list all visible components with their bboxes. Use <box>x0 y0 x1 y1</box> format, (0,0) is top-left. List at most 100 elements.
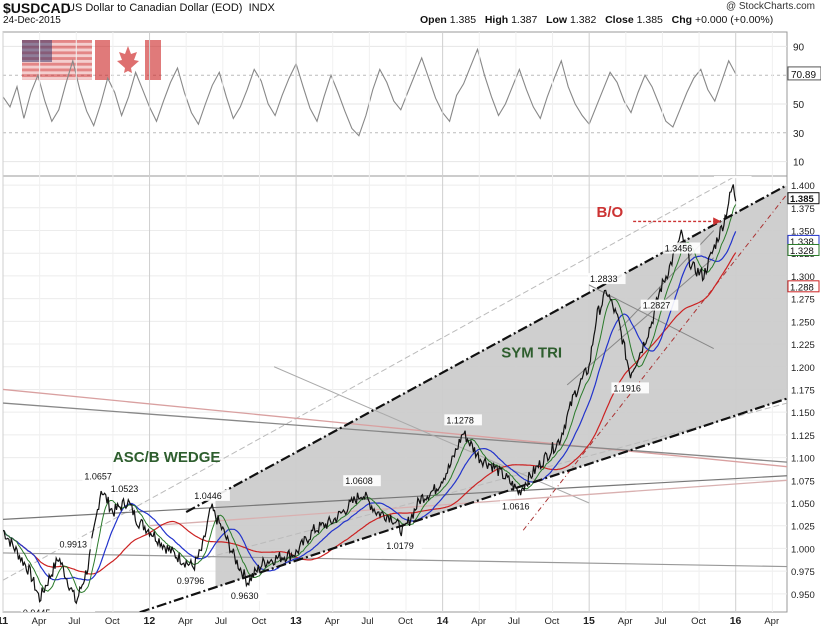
price-series <box>3 184 737 605</box>
trendline-lower-channel <box>137 397 787 612</box>
price-tick-label: 1.300 <box>791 272 815 283</box>
x-tick-label: Oct <box>105 616 120 626</box>
price-annotation-bg <box>611 382 649 394</box>
us-flag-stripe <box>22 48 92 52</box>
indicator-tick-label: 30 <box>793 129 805 140</box>
trendline-red-dashdot <box>522 193 787 531</box>
x-tick-label: 12 <box>144 615 156 626</box>
chart-label: SYM TRI <box>501 345 562 362</box>
price-annotation-bg <box>587 273 626 285</box>
canada-flag-left-bar <box>95 40 110 80</box>
chg-value: +0.000 (+0.00%) <box>694 14 774 26</box>
price-tick-label: 1.225 <box>791 340 815 351</box>
x-tick-label: Jul <box>215 616 227 626</box>
us-flag-stripe <box>22 59 92 63</box>
price-tick-label: 0.975 <box>791 567 815 578</box>
x-tick-label: 16 <box>730 615 742 626</box>
us-flag-stripe <box>22 42 92 46</box>
x-tick-label: Jul <box>654 616 666 626</box>
price-label: 1.288 <box>790 282 814 293</box>
price-annotation-bg <box>384 540 422 552</box>
us-flag-stripe <box>22 71 92 75</box>
price-annotation-bg <box>343 475 381 487</box>
price-label-box <box>787 192 820 205</box>
trendline-pink-1 <box>3 388 787 468</box>
x-tick-label: 14 <box>437 615 449 626</box>
low-label: Low <box>546 14 568 26</box>
x-tick-label: 15 <box>583 615 595 626</box>
us-flag-stripe <box>22 54 92 58</box>
price-annotation-bg <box>662 242 701 254</box>
low-value: 1.382 <box>570 14 597 26</box>
trendline-grey-1 <box>3 402 787 463</box>
price-annotation-bg <box>57 610 96 612</box>
trendline-horizontal <box>3 552 787 568</box>
trendline-triangle-2 <box>566 257 715 386</box>
x-tick-label: Jul <box>68 616 80 626</box>
indicator-tick-label: 90 <box>793 42 805 53</box>
us-flag-stripe <box>22 65 92 69</box>
price-label: 1.328 <box>790 246 814 257</box>
x-tick-label: Apr <box>764 616 779 626</box>
chart-label: ASC/B WEDGE <box>113 449 221 466</box>
canada-flag-right-bar <box>145 40 161 80</box>
price-annotation-bg <box>174 574 213 586</box>
price-annotation: 1.0179 <box>386 541 414 551</box>
high-value: 1.387 <box>511 14 538 26</box>
price-tick-label: 1.000 <box>791 544 815 555</box>
x-tick-label: Apr <box>32 616 47 626</box>
price-annotation-bg <box>192 489 230 501</box>
x-tick-label: 11 <box>0 615 8 626</box>
trendline-upper-channel <box>185 184 787 514</box>
indicator-tick-label: 10 <box>793 158 805 169</box>
price-tick-label: 1.100 <box>791 454 815 465</box>
price-annotation-bg <box>444 414 482 426</box>
indicator-last-value-box <box>787 66 821 81</box>
stockcharts-credit[interactable]: @ StockCharts.com <box>725 1 815 12</box>
price-tick-label: 1.075 <box>791 476 815 487</box>
x-tick-label: Apr <box>178 616 193 626</box>
close-value: 1.385 <box>636 14 663 26</box>
x-tick-label: Jul <box>508 616 520 626</box>
moving-average-long <box>3 252 737 575</box>
price-annotation-bg <box>82 470 120 482</box>
price-annotation: 1.3999 <box>716 168 744 178</box>
price-annotation: 1.0616 <box>502 501 530 511</box>
price-tick-label: 1.150 <box>791 408 815 419</box>
breakout-arrow-icon <box>713 217 722 226</box>
x-tick-label: 13 <box>290 615 302 626</box>
chg-label: Chg <box>671 14 693 26</box>
price-annotation-bg <box>108 482 147 494</box>
price-annotation: 0.9407 <box>59 611 87 621</box>
indicator-last-value: 70.89 <box>791 70 816 81</box>
x-tick-label: Jul <box>361 616 373 626</box>
x-tick-label: Oct <box>691 616 706 626</box>
price-tick-label: 1.400 <box>791 181 815 192</box>
price-tick-label: 1.200 <box>791 363 815 374</box>
chart-date: 24-Dec-2015 <box>3 15 61 26</box>
us-flag-icon <box>22 40 92 80</box>
price-annotation-bg <box>500 500 538 512</box>
trendline-thin-lower <box>208 402 787 558</box>
us-flag-canton <box>22 40 52 62</box>
symbol-description: US Dollar to Canadian Dollar (EOD) INDX <box>67 2 275 14</box>
chart-label: B/O <box>596 204 623 221</box>
open-value: 1.385 <box>449 14 477 26</box>
price-annotation: 0.9913 <box>59 539 87 549</box>
maple-leaf-icon <box>117 46 139 73</box>
price-tick-label: 1.375 <box>791 204 815 215</box>
x-tick-label: Oct <box>545 616 560 626</box>
price-annotation: 1.0657 <box>84 472 112 482</box>
price-label: 1.385 <box>790 194 814 205</box>
price-annotation: 0.9796 <box>177 576 205 586</box>
price-annotation: 1.0608 <box>345 476 373 486</box>
ohlc-readout: Open 1.385 High 1.387 Low 1.382 Close 1.… <box>420 14 773 26</box>
price-annotation: 0.9445 <box>23 608 51 618</box>
price-annotation-bg <box>713 176 752 179</box>
x-tick-label: Oct <box>251 616 266 626</box>
price-tick-label: 0.950 <box>791 590 815 601</box>
canada-flag-icon <box>95 40 161 80</box>
price-label: 1.338 <box>790 237 814 248</box>
indicator-tick-label: 50 <box>793 100 805 111</box>
